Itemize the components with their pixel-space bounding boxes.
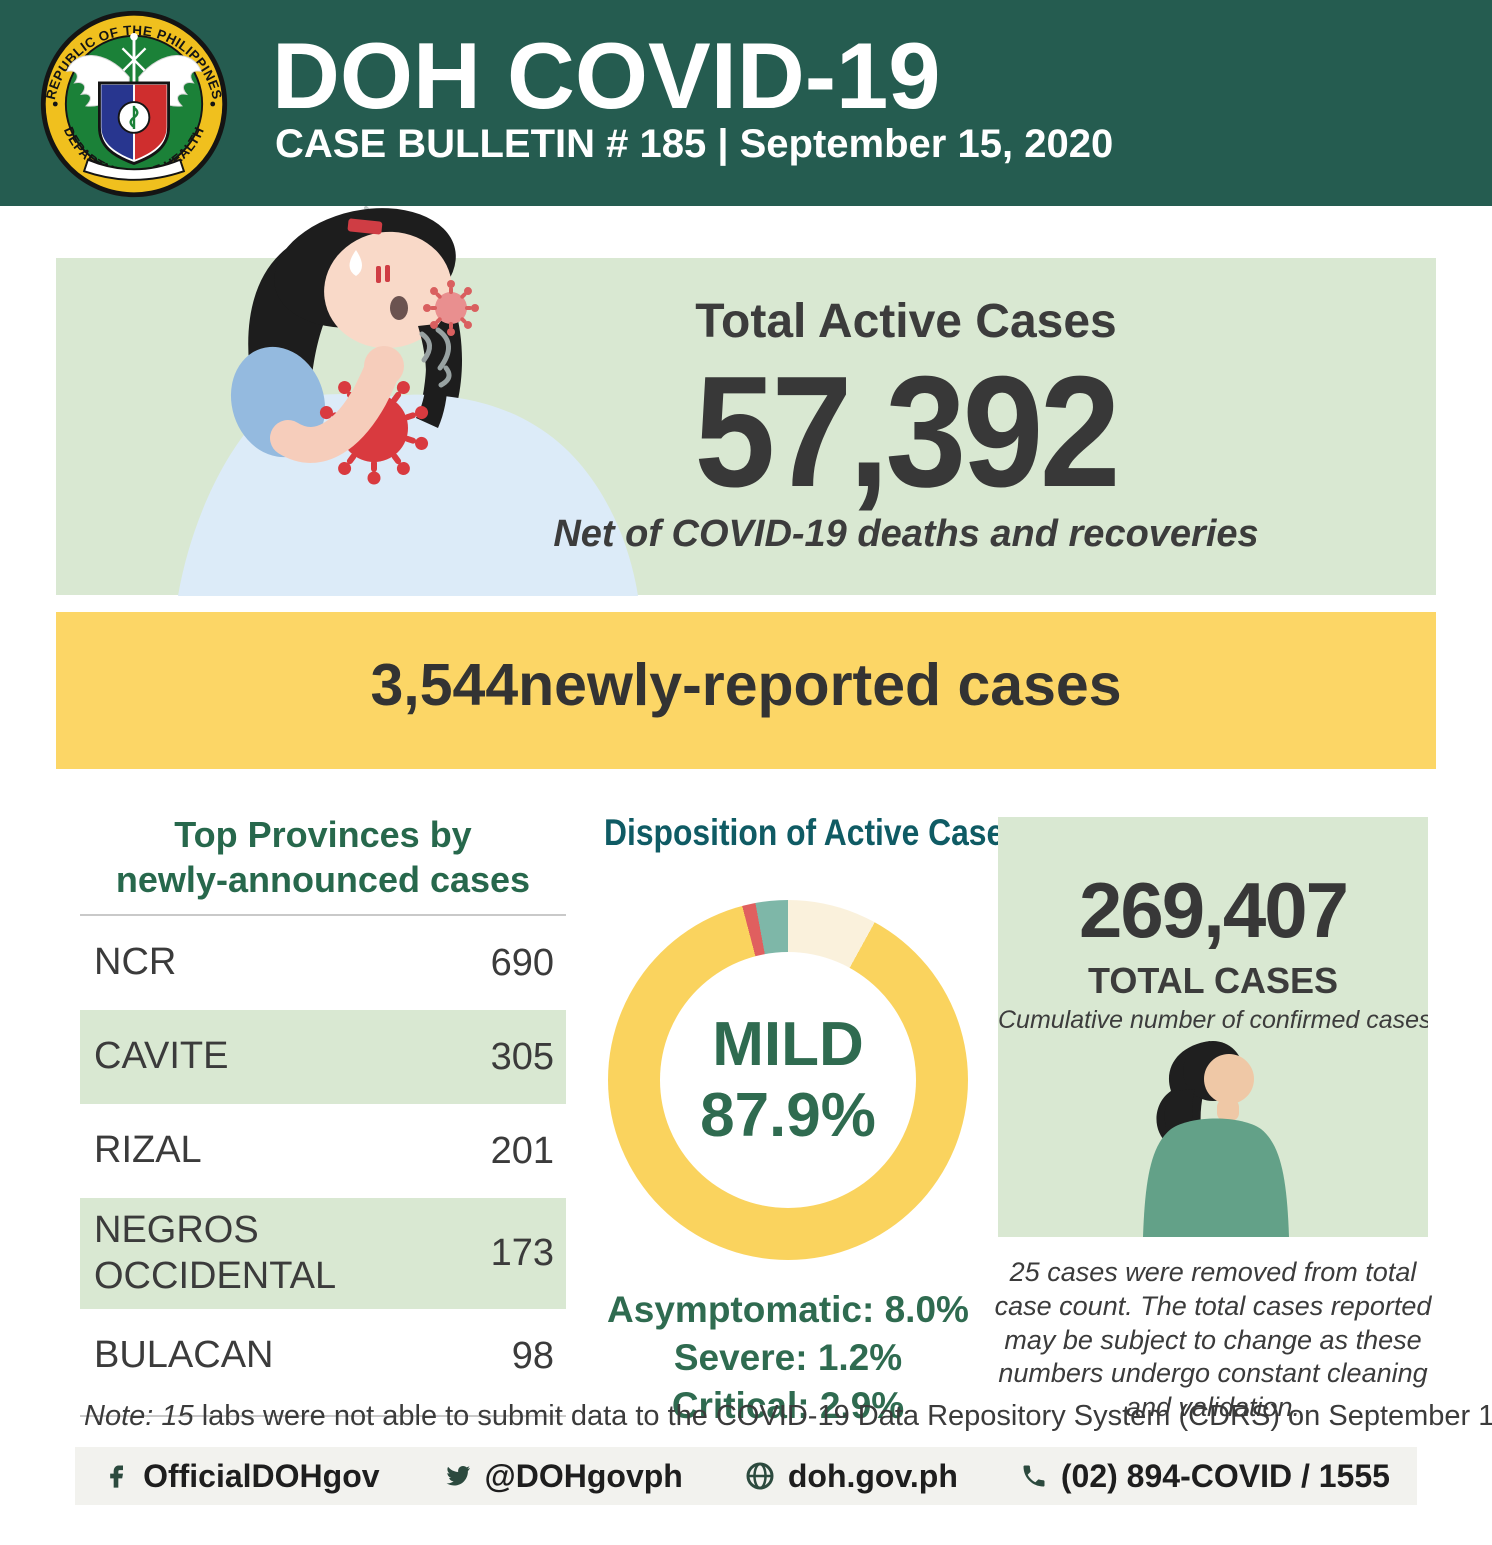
footer-twitter-label: @DOHgovph xyxy=(484,1457,683,1494)
top-provinces-table: Top Provinces by newly-announced cases N… xyxy=(80,812,566,1418)
caduceus-icon xyxy=(121,32,147,83)
donut-center-value: 87.9% xyxy=(700,1081,876,1150)
province-name: CAVITE xyxy=(94,1035,229,1078)
footnote-italic: Note: 15 xyxy=(84,1400,194,1432)
breakdown-line: Critical: 2.9% xyxy=(671,1385,905,1427)
globe-icon xyxy=(746,1462,774,1490)
new-cases-banner: 3,544 newly-reported cases xyxy=(56,612,1436,769)
province-name: NEGROS OCCIDENTAL xyxy=(94,1209,337,1297)
cough-marks-icon xyxy=(419,327,452,388)
active-cases-value: 57,392 xyxy=(694,344,1121,520)
disposition-breakdown: Asymptomatic: 8.0% Severe: 1.2% Critical… xyxy=(570,1286,1006,1430)
footnote-text: labs were not able to submit data to the… xyxy=(193,1400,1492,1432)
donut-chart-wrap: MILD 87.9% xyxy=(608,900,968,1260)
facebook-icon xyxy=(110,1465,124,1488)
table-row: NEGROS OCCIDENTAL 173 xyxy=(80,1198,566,1310)
shield-icon xyxy=(98,81,170,166)
sweat-drop-icon xyxy=(349,250,362,276)
bulletin-header: REPUBLIC OF THE PHILIPPINES DEPARTMENT O… xyxy=(0,0,1492,206)
table-row: CAVITE 305 xyxy=(80,1010,566,1104)
province-value: 173 xyxy=(490,1232,554,1275)
table-row: RIZAL 201 xyxy=(80,1104,566,1198)
total-cases-sublabel: Cumulative number of confirmed cases xyxy=(998,1006,1428,1034)
province-name: NCR xyxy=(94,941,177,984)
coughing-woman-illustration xyxy=(178,206,638,596)
active-cases-panel: Total Active Cases 57,392 Net of COVID-1… xyxy=(56,206,1436,596)
footer-website-label: doh.gov.ph xyxy=(787,1457,958,1494)
active-cases-subtext: Net of COVID-19 deaths and recoveries xyxy=(553,513,1259,555)
footer-phone: (02) 894-COVID / 1555 xyxy=(1020,1458,1390,1495)
footer-facebook-label: OfficialDOHgov xyxy=(143,1457,380,1494)
top-provinces-title: Top Provinces by newly-announced cases xyxy=(115,814,531,900)
total-cases-note: 25 cases were removed from total case co… xyxy=(994,1257,1432,1422)
donut-center-label: MILD xyxy=(712,1009,864,1079)
total-cases-panel: 269,407 TOTAL CASES Cumulative number of… xyxy=(998,817,1428,1237)
footer-facebook: OfficialDOHgov xyxy=(102,1457,380,1495)
page-subtitle: CASE BULLETIN # 185 | September 15, 2020 xyxy=(275,122,1114,166)
footer-twitter: @DOHgovph xyxy=(442,1458,683,1495)
total-cases-label: TOTAL CASES xyxy=(1087,960,1339,1001)
new-cases-count: 3,544 xyxy=(370,651,519,718)
footer-phone-label: (02) 894-COVID / 1555 xyxy=(1060,1457,1390,1494)
disposition-title: Disposition of Active Cases xyxy=(604,812,1022,853)
table-row: BULACAN 98 xyxy=(80,1309,566,1403)
doh-seal-logo: REPUBLIC OF THE PHILIPPINES DEPARTMENT O… xyxy=(40,10,228,198)
phone-icon xyxy=(1023,1465,1045,1487)
active-cases-label: Total Active Cases xyxy=(695,295,1117,348)
footer-bar: OfficialDOHgov @DOHgovph doh.gov.ph (02)… xyxy=(75,1447,1417,1505)
province-value: 201 xyxy=(490,1129,554,1172)
province-name: RIZAL xyxy=(94,1129,202,1172)
table-row: NCR 690 xyxy=(80,916,566,1010)
virus-small-icon xyxy=(423,280,479,336)
province-name: BULACAN xyxy=(94,1334,274,1377)
new-cases-text: newly-reported cases xyxy=(518,651,1122,718)
province-value: 690 xyxy=(490,941,554,984)
divider xyxy=(80,914,566,916)
breakdown-line: Asymptomatic: 8.0% xyxy=(607,1289,969,1330)
twitter-icon xyxy=(445,1466,470,1486)
disposition-section: Disposition of Active Cases MILD 87.9% A… xyxy=(570,812,1022,1430)
divider xyxy=(80,1415,566,1418)
province-value: 98 xyxy=(511,1334,554,1377)
breakdown-line: Severe: 1.2% xyxy=(673,1337,903,1379)
total-cases-value: 269,407 xyxy=(1079,866,1349,954)
footer-website: doh.gov.ph xyxy=(745,1458,958,1495)
province-value: 305 xyxy=(490,1035,554,1078)
footnote: Note: 15 labs were not able to submit da… xyxy=(84,1400,1492,1433)
donut-center: MILD 87.9% xyxy=(660,952,916,1208)
woman-back-illustration xyxy=(1143,1041,1289,1237)
active-cases-block: Total Active Cases 57,392 Net of COVID-1… xyxy=(506,258,1306,595)
page-title: DOH COVID-19 xyxy=(272,23,941,128)
ribbon-banner xyxy=(82,158,186,181)
